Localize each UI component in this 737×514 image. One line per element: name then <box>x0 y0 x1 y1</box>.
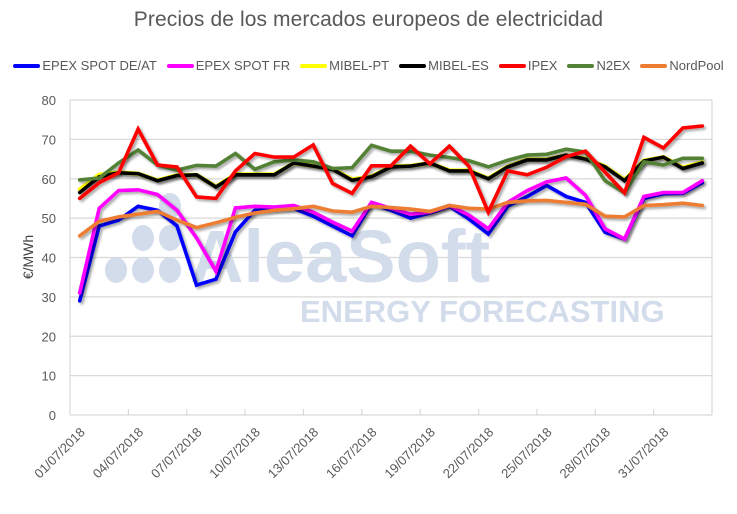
legend-swatch <box>300 63 328 68</box>
watermark-dot <box>105 257 127 283</box>
legend-label: EPEX SPOT FR <box>195 58 291 73</box>
y-tick-label: 50 <box>42 211 56 226</box>
x-tick-label: 22/07/2018 <box>440 425 497 482</box>
watermark-dot <box>132 225 154 251</box>
y-tick-label: 10 <box>42 369 56 384</box>
legend-swatch <box>567 63 595 68</box>
y-tick-labels: 0 10 20 30 40 50 60 70 80 <box>42 93 56 423</box>
series-line-ipex <box>77 124 705 217</box>
legend-label: EPEX SPOT DE/AT <box>42 58 157 73</box>
series-line-nordpool <box>77 198 705 238</box>
series-line-n2ex <box>77 143 705 196</box>
legend-swatch <box>640 63 668 68</box>
x-tick-label: 10/07/2018 <box>206 425 263 482</box>
y-tick-label: 30 <box>42 290 56 305</box>
x-tick-label: 04/07/2018 <box>90 425 147 482</box>
legend-label: IPEX <box>527 58 558 73</box>
legend-label: MIBEL-PT <box>329 58 390 73</box>
y-axis-title: €/MWh <box>20 235 36 279</box>
legend-item: EPEX SPOT FR <box>166 58 291 73</box>
watermark-dot <box>159 225 181 251</box>
x-tick-label: 07/07/2018 <box>148 425 205 482</box>
x-tick-label: 25/07/2018 <box>498 425 555 482</box>
x-tick-label: 19/07/2018 <box>381 425 438 482</box>
x-tick-label: 01/07/2018 <box>31 425 88 482</box>
x-tick-label: 28/07/2018 <box>556 425 613 482</box>
legend-item: EPEX SPOT DE/AT <box>13 58 157 73</box>
series-line-epex-spot-de-at <box>77 180 705 303</box>
y-tick-label: 80 <box>42 93 56 108</box>
legend-item: IPEX <box>498 58 558 73</box>
legend: EPEX SPOT DE/AT EPEX SPOT FR MIBEL-PT MIBEL… <box>0 58 737 73</box>
y-tick-label: 40 <box>42 251 56 266</box>
legend-label: MIBEL-ES <box>428 58 489 73</box>
chart-title: Precios de los mercados europeos de elec… <box>133 8 604 31</box>
legend-label: NordPool <box>669 58 724 73</box>
legend-item: MIBEL-ES <box>399 58 489 73</box>
legend-label: N2EX <box>596 58 631 73</box>
legend-swatch <box>13 63 41 68</box>
y-tick-label: 60 <box>42 172 56 187</box>
legend-item: NordPool <box>640 58 724 73</box>
legend-swatch <box>166 63 194 68</box>
legend-item: MIBEL-PT <box>300 58 389 73</box>
y-tick-label: 0 <box>49 408 56 423</box>
watermark-tagline: ENERGY FORECASTING <box>300 294 665 329</box>
x-tick-label: 16/07/2018 <box>323 425 380 482</box>
axes <box>69 100 713 416</box>
legend-swatch <box>498 63 526 68</box>
x-tick-labels: 01/07/2018 04/07/2018 07/07/2018 10/07/2018… <box>31 425 671 482</box>
series-lines <box>77 124 705 303</box>
x-tick-label: 13/07/2018 <box>265 425 322 482</box>
watermark-dot <box>132 257 154 283</box>
legend-swatch <box>399 63 427 68</box>
x-tick-label: 31/07/2018 <box>615 425 672 482</box>
y-tick-label: 20 <box>42 329 56 344</box>
y-tick-label: 70 <box>42 132 56 147</box>
legend-item: N2EX <box>567 58 630 73</box>
watermark-dot <box>159 257 181 283</box>
